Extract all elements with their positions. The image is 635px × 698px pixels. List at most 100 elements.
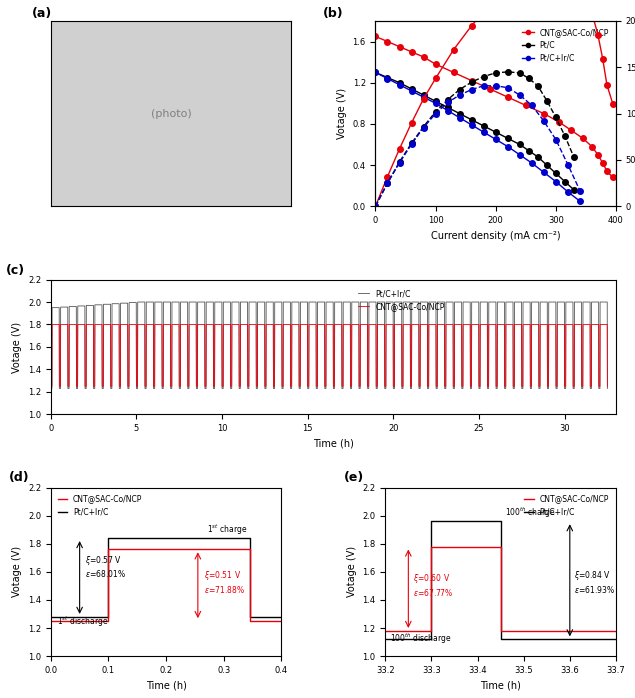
CNT@SAC-Co/NCP xyxy=(468,77,476,85)
Pt/C+Ir/C xyxy=(444,106,451,114)
Legend: CNT@SAC-Co/NCP, Pt/C, Pt/C+Ir/C: CNT@SAC-Co/NCP, Pt/C, Pt/C+Ir/C xyxy=(519,24,612,66)
Pt/C xyxy=(396,79,403,87)
Line: Pt/C+Ir/C: Pt/C+Ir/C xyxy=(51,302,608,389)
CNT@SAC-Co/NCP xyxy=(384,38,391,46)
Pt/C xyxy=(408,84,415,93)
Pt/C+Ir/C xyxy=(468,121,476,129)
Pt/C+Ir/C xyxy=(456,114,464,122)
Pt/C xyxy=(444,103,451,112)
CNT@SAC-Co/NCP xyxy=(116,382,123,390)
Text: (c): (c) xyxy=(6,264,25,277)
CNT@SAC-Co/NCP xyxy=(609,173,617,181)
Pt/C xyxy=(384,73,391,82)
Line: CNT@SAC-Co/NCP: CNT@SAC-Co/NCP xyxy=(373,34,616,180)
Pt/C+Ir/C xyxy=(134,298,142,306)
Legend: Pt/C+Ir/C, CNT@SAC-Co/NCP: Pt/C+Ir/C, CNT@SAC-Co/NCP xyxy=(355,286,448,314)
X-axis label: Time (h): Time (h) xyxy=(480,681,521,690)
Text: 100$^{th}$ charge: 100$^{th}$ charge xyxy=(505,505,556,520)
Pt/C xyxy=(561,177,569,186)
Legend: CNT@SAC-Co/NCP, Pt/C+Ir/C: CNT@SAC-Co/NCP, Pt/C+Ir/C xyxy=(55,491,145,519)
Pt/C xyxy=(534,153,542,161)
Line: Pt/C+Ir/C: Pt/C+Ir/C xyxy=(373,70,583,204)
Pt/C+Ir/C xyxy=(466,298,474,306)
CNT@SAC-Co/NCP xyxy=(579,134,587,142)
Pt/C+Ir/C xyxy=(492,135,500,144)
Pt/C xyxy=(420,91,427,99)
Text: (a): (a) xyxy=(32,7,52,20)
CNT@SAC-Co/NCP xyxy=(476,382,484,390)
Pt/C xyxy=(543,161,551,170)
Text: $\xi$=0.84 V
$\varepsilon$=61.93%: $\xi$=0.84 V $\varepsilon$=61.93% xyxy=(575,569,615,595)
Pt/C+Ir/C xyxy=(47,385,55,393)
Pt/C xyxy=(456,110,464,118)
Legend: CNT@SAC-Co/NCP, Pt/C+Ir/C: CNT@SAC-Co/NCP, Pt/C+Ir/C xyxy=(521,491,612,519)
Pt/C+Ir/C xyxy=(396,80,403,89)
CNT@SAC-Co/NCP xyxy=(522,101,530,110)
Pt/C+Ir/C xyxy=(408,87,415,95)
X-axis label: Current density (mA cm⁻²): Current density (mA cm⁻²) xyxy=(431,230,561,241)
CNT@SAC-Co/NCP xyxy=(588,142,596,151)
Text: 1$^{st}$ charge: 1$^{st}$ charge xyxy=(206,522,247,537)
CNT@SAC-Co/NCP xyxy=(424,320,431,329)
CNT@SAC-Co/NCP xyxy=(603,167,611,175)
Pt/C+Ir/C xyxy=(480,128,488,136)
Pt/C xyxy=(516,140,524,149)
CNT@SAC-Co/NCP xyxy=(442,382,450,390)
CNT@SAC-Co/NCP xyxy=(540,110,547,118)
X-axis label: Time (h): Time (h) xyxy=(313,438,354,449)
CNT@SAC-Co/NCP xyxy=(48,320,56,329)
Pt/C+Ir/C xyxy=(371,68,379,77)
Pt/C xyxy=(492,128,500,136)
CNT@SAC-Co/NCP xyxy=(408,47,415,56)
Text: (e): (e) xyxy=(344,471,364,484)
CNT@SAC-Co/NCP xyxy=(420,53,427,61)
CNT@SAC-Co/NCP xyxy=(47,382,55,390)
Pt/C+Ir/C xyxy=(432,99,439,107)
Y-axis label: Votage (V): Votage (V) xyxy=(337,88,347,139)
CNT@SAC-Co/NCP xyxy=(450,68,457,77)
Y-axis label: Votage (V): Votage (V) xyxy=(347,547,357,597)
Text: (b): (b) xyxy=(323,7,343,20)
Pt/C+Ir/C xyxy=(420,93,427,101)
CNT@SAC-Co/NCP xyxy=(502,320,510,329)
CNT@SAC-Co/NCP xyxy=(567,126,575,134)
Text: $\xi$=0.60 V
$\varepsilon$=67.77%: $\xi$=0.60 V $\varepsilon$=67.77% xyxy=(413,572,453,597)
CNT@SAC-Co/NCP xyxy=(466,320,474,329)
CNT@SAC-Co/NCP xyxy=(396,43,403,51)
Pt/C+Ir/C xyxy=(476,385,484,393)
CNT@SAC-Co/NCP xyxy=(486,84,493,93)
Pt/C+Ir/C xyxy=(540,168,547,177)
Line: CNT@SAC-Co/NCP: CNT@SAC-Co/NCP xyxy=(51,325,608,386)
Pt/C xyxy=(570,186,578,194)
Pt/C+Ir/C xyxy=(442,385,450,393)
Pt/C xyxy=(552,169,559,177)
Text: $\xi$=0.51 V
$\varepsilon$=71.88%: $\xi$=0.51 V $\varepsilon$=71.88% xyxy=(204,569,244,595)
CNT@SAC-Co/NCP xyxy=(432,60,439,68)
Pt/C+Ir/C xyxy=(564,188,572,196)
CNT@SAC-Co/NCP xyxy=(371,32,379,40)
Pt/C+Ir/C xyxy=(424,298,431,306)
Line: Pt/C: Pt/C xyxy=(373,70,577,193)
Pt/C xyxy=(432,97,439,105)
CNT@SAC-Co/NCP xyxy=(599,159,606,168)
Pt/C xyxy=(371,68,379,77)
CNT@SAC-Co/NCP xyxy=(555,118,563,126)
Pt/C+Ir/C xyxy=(384,75,391,83)
Pt/C xyxy=(525,147,533,155)
Text: 1$^{st}$ discharge: 1$^{st}$ discharge xyxy=(57,615,108,629)
Pt/C xyxy=(504,134,512,142)
Pt/C+Ir/C xyxy=(516,151,524,159)
CNT@SAC-Co/NCP xyxy=(594,151,602,159)
Pt/C+Ir/C xyxy=(504,142,512,151)
Text: $\xi$=0.57 V
$\varepsilon$=68.01%: $\xi$=0.57 V $\varepsilon$=68.01% xyxy=(85,554,126,579)
Pt/C xyxy=(480,121,488,130)
Pt/C+Ir/C xyxy=(604,385,612,393)
Pt/C+Ir/C xyxy=(528,159,535,168)
Pt/C+Ir/C xyxy=(576,197,584,205)
Pt/C xyxy=(468,116,476,124)
X-axis label: Time (h): Time (h) xyxy=(145,681,187,690)
CNT@SAC-Co/NCP xyxy=(504,93,512,101)
Y-axis label: Votage (V): Votage (V) xyxy=(12,547,22,597)
Text: 100$^{th}$ discharge: 100$^{th}$ discharge xyxy=(390,632,451,646)
Pt/C+Ir/C xyxy=(116,299,123,308)
